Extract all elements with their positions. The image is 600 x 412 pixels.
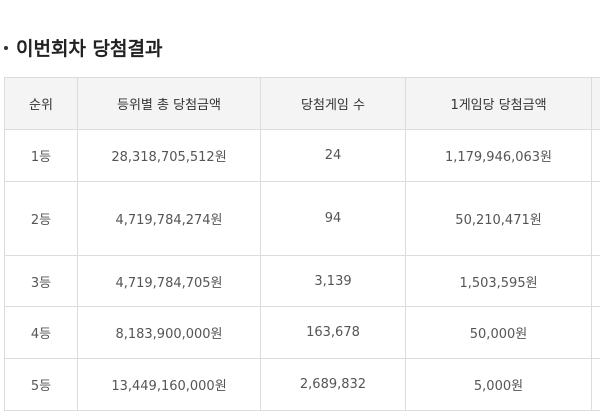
cell-winning-games: 3,139	[260, 255, 406, 307]
cell-winning-games: 94	[260, 181, 406, 256]
cell-rank: 3등	[4, 255, 78, 307]
page-title: 이번회차 당첨결과	[2, 34, 162, 64]
cell-extra	[591, 306, 600, 359]
cell-extra	[591, 129, 600, 182]
cell-winning-games: 163,678	[260, 306, 406, 359]
cell-total-amount: 13,449,160,000원	[77, 358, 261, 411]
cell-amount-per-game: 50,210,471원	[405, 181, 592, 256]
cell-amount-per-game: 5,000원	[405, 358, 592, 411]
cell-total-amount: 4,719,784,705원	[77, 255, 261, 307]
header-winning-games: 당첨게임 수	[260, 77, 406, 130]
cell-winning-games: 2,689,832	[260, 358, 406, 411]
cell-extra	[591, 255, 600, 307]
cell-amount-per-game: 50,000원	[405, 306, 592, 359]
cell-amount-per-game: 1,179,946,063원	[405, 129, 592, 182]
header-rank: 순위	[4, 77, 78, 130]
cell-extra	[591, 358, 600, 411]
cell-total-amount: 4,719,784,274원	[77, 181, 261, 256]
header-amount-per-game: 1게임당 당첨금액	[405, 77, 592, 130]
cell-total-amount: 8,183,900,000원	[77, 306, 261, 359]
cell-rank: 1등	[4, 129, 78, 182]
table-header-row: 순위 등위별 총 당첨금액 당첨게임 수 1게임당 당첨금액	[4, 77, 600, 130]
cell-rank: 5등	[4, 358, 78, 411]
table-row: 2등 4,719,784,274원 94 50,210,471원	[4, 181, 600, 256]
header-extra	[591, 77, 600, 130]
results-table-container: 순위 등위별 총 당첨금액 당첨게임 수 1게임당 당첨금액 1등 28,318…	[4, 77, 600, 411]
results-table: 순위 등위별 총 당첨금액 당첨게임 수 1게임당 당첨금액 1등 28,318…	[4, 77, 600, 411]
table-row: 3등 4,719,784,705원 3,139 1,503,595원	[4, 255, 600, 307]
table-row: 4등 8,183,900,000원 163,678 50,000원	[4, 306, 600, 359]
cell-rank: 2등	[4, 181, 78, 256]
cell-winning-games: 24	[260, 129, 406, 182]
cell-rank: 4등	[4, 306, 78, 359]
page-title-text: 이번회차 당첨결과	[16, 38, 163, 60]
cell-extra	[591, 181, 600, 256]
table-row: 5등 13,449,160,000원 2,689,832 5,000원	[4, 358, 600, 411]
header-total-amount: 등위별 총 당첨금액	[77, 77, 261, 130]
table-row: 1등 28,318,705,512원 24 1,179,946,063원	[4, 129, 600, 182]
cell-amount-per-game: 1,503,595원	[405, 255, 592, 307]
cell-total-amount: 28,318,705,512원	[77, 129, 261, 182]
bullet-icon	[4, 45, 8, 50]
